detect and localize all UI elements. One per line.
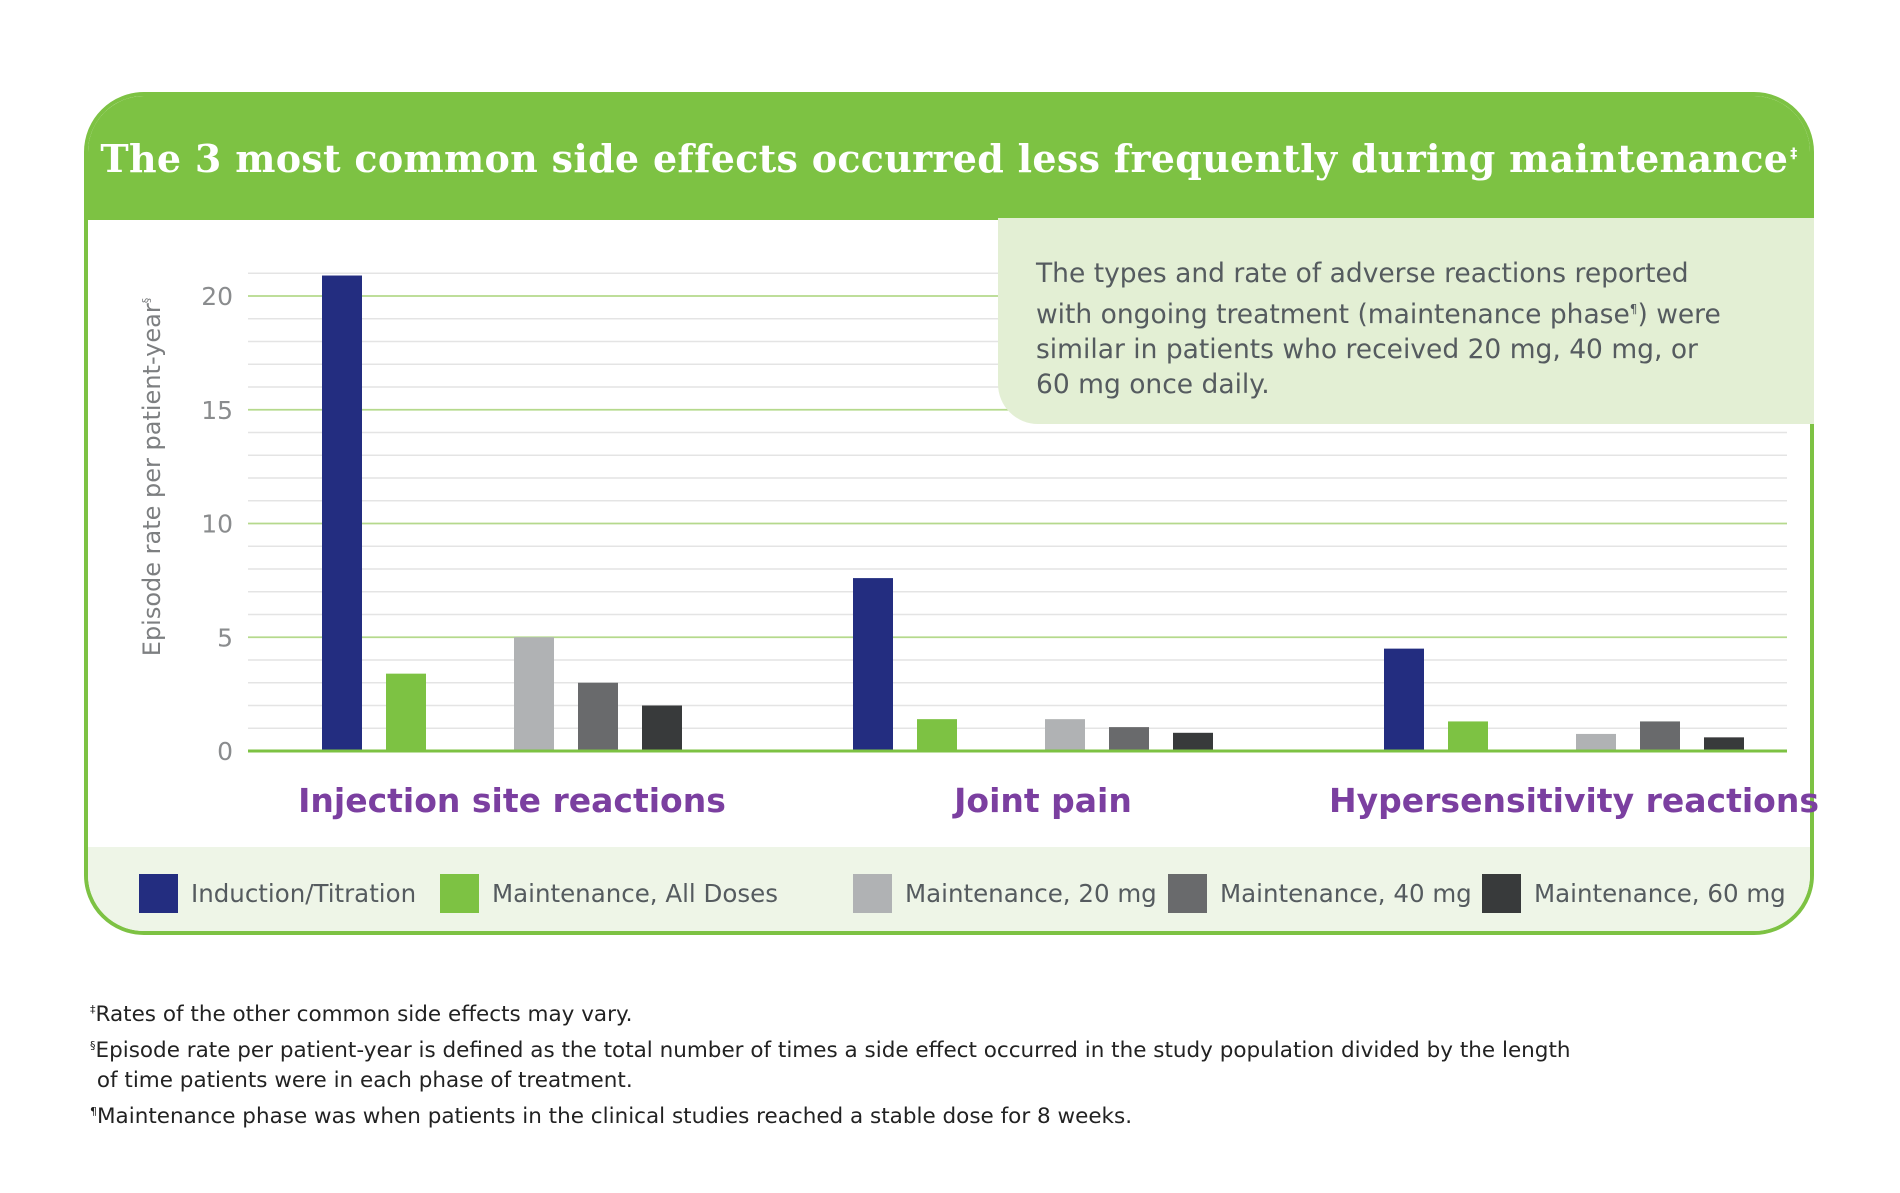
legend-label: Maintenance, 20 mg [905, 878, 1157, 908]
legend-item: Maintenance, All Doses [440, 870, 778, 916]
legend-label: Induction/Titration [191, 878, 417, 908]
legend-label: Maintenance, All Doses [492, 878, 778, 908]
footnote-3: ¶Maintenance phase was when patients in … [90, 1097, 1571, 1133]
title-footnote-mark: ‡ [1790, 145, 1798, 162]
legend-swatch [1168, 873, 1207, 913]
footnote-text: Episode rate per patient-year is defined… [95, 1037, 1571, 1063]
legend-swatch [853, 873, 892, 913]
callout-line-2b: ) were [1637, 298, 1721, 330]
footnotes: ‡Rates of the other common side effects … [90, 995, 1571, 1132]
bar-maintenance-60-mg-3 [1704, 737, 1744, 751]
y-tick-label: 15 [201, 396, 233, 425]
callout-line-4: 60 mg once daily. [1036, 369, 1270, 401]
bar-maintenance-40-mg-2 [1109, 727, 1149, 751]
card-header: The 3 most common side effects occurred … [88, 96, 1810, 220]
bar-maintenance-all-doses-2 [917, 719, 957, 751]
legend-swatch [1482, 873, 1521, 913]
bar-maintenance-all-doses-1 [386, 673, 426, 751]
footnote-mark: ¶ [90, 1104, 97, 1118]
callout-line-2a: with ongoing treatment (maintenance phas… [1036, 298, 1630, 330]
bar-maintenance-40-mg-1 [578, 682, 618, 751]
callout-line-3: similar in patients who received 20 mg, … [1036, 333, 1698, 365]
bar-induction-titration-1 [322, 275, 362, 751]
bar-maintenance-60-mg-1 [642, 705, 682, 751]
category-label: Hypersensitivity reactions [1329, 781, 1819, 820]
y-tick-label: 10 [201, 510, 233, 539]
bar-induction-titration-2 [853, 578, 893, 751]
legend-band [88, 847, 1810, 931]
bar-maintenance-20-mg-2 [1045, 719, 1085, 751]
footnote-mark: ‡ [90, 1003, 96, 1016]
chart-legend: Induction/Titration Maintenance, All Dose… [0, 870, 1900, 916]
bar-maintenance-40-mg-3 [1640, 721, 1680, 751]
legend-swatch [139, 873, 178, 913]
legend-item: Maintenance, 20 mg [853, 870, 1157, 916]
y-tick-label: 5 [217, 623, 233, 652]
legend-item: Induction/Titration [139, 870, 416, 916]
legend-item: Maintenance, 60 mg [1482, 870, 1786, 916]
y-axis-label-mark: § [140, 298, 153, 304]
callout-line-1: The types and rate of adverse reactions … [1036, 258, 1689, 289]
callout-footnote-mark: ¶ [1629, 301, 1638, 316]
footnote-text: Maintenance phase was when patients in t… [97, 1103, 1133, 1129]
legend-label: Maintenance, 60 mg [1534, 878, 1786, 908]
chart-title: The 3 most common side effects occurred … [100, 136, 1797, 181]
bar-maintenance-all-doses-3 [1448, 721, 1488, 751]
category-label: Joint pain [952, 781, 1132, 820]
legend-swatch [440, 873, 479, 913]
callout-box: The types and rate of adverse reactions … [998, 218, 1814, 424]
category-label: Injection site reactions [298, 781, 726, 820]
y-tick-label: 20 [201, 282, 233, 311]
footnote-mark: § [90, 1038, 96, 1052]
bar-maintenance-20-mg-1 [514, 637, 554, 751]
legend-item: Maintenance, 40 mg [1168, 870, 1472, 916]
y-tick-label: 0 [217, 737, 233, 766]
footnote-text: of time patients were in each phase of t… [90, 1068, 633, 1094]
footnote-2: §Episode rate per patient-year is define… [90, 1031, 1571, 1067]
callout-text: The types and rate of adverse reactions … [1036, 256, 1774, 403]
bar-induction-titration-3 [1384, 648, 1424, 751]
footnote-1: ‡Rates of the other common side effects … [90, 995, 1571, 1031]
chart-title-text: The 3 most common side effects occurred … [100, 135, 1789, 181]
y-axis-label: Episode rate per patient-year§ [138, 298, 166, 656]
footnote-text: Rates of the other common side effects m… [95, 1002, 633, 1028]
footnote-2-continued: of time patients were in each phase of t… [90, 1066, 1571, 1097]
bar-maintenance-60-mg-2 [1173, 732, 1213, 751]
legend-label: Maintenance, 40 mg [1220, 878, 1472, 908]
bar-maintenance-20-mg-3 [1576, 733, 1616, 751]
